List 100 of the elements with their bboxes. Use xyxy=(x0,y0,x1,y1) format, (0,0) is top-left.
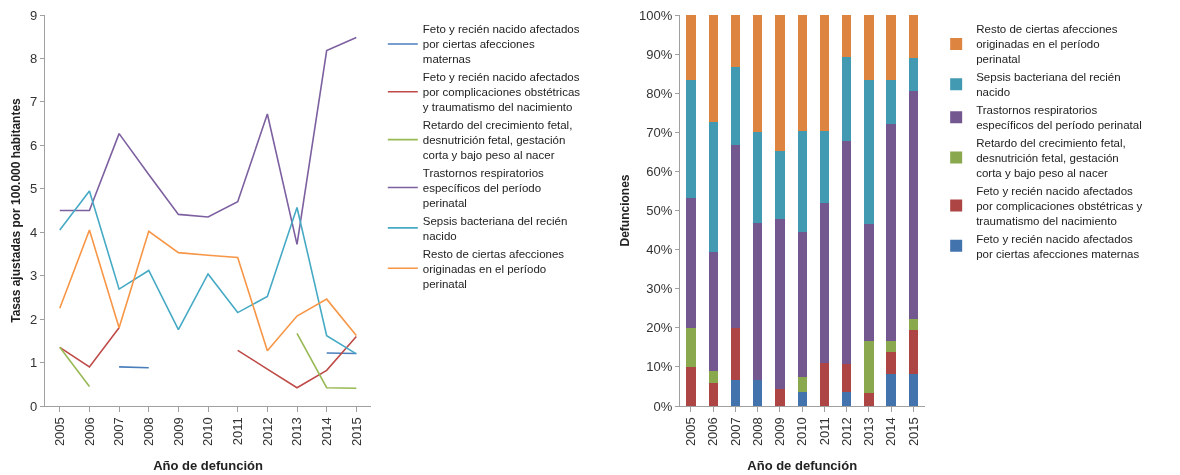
bar xyxy=(686,366,696,406)
bar xyxy=(819,362,830,406)
legend-label: Sepsis bacteriana del recién nacido xyxy=(422,214,568,242)
bar xyxy=(886,373,896,406)
bar xyxy=(908,90,919,320)
bar xyxy=(753,15,763,133)
y-tick-label: 5 xyxy=(30,181,38,197)
x-axis-title: Año de defunción xyxy=(153,457,263,473)
y-tick-label: 10% xyxy=(646,359,673,375)
bar xyxy=(797,232,807,378)
x-tick-label: 2006 xyxy=(705,417,721,447)
bar xyxy=(819,131,830,204)
bar xyxy=(864,341,874,394)
bar xyxy=(775,151,785,220)
bar xyxy=(753,223,763,380)
legend-label: Trastornos respiratorios específicos del período perinatal xyxy=(422,167,545,209)
bar xyxy=(842,57,852,141)
bar xyxy=(686,80,696,198)
x-tick-label: 2007 xyxy=(111,417,127,447)
y-tick-label: 1 xyxy=(30,355,38,371)
line-series xyxy=(58,36,358,246)
bar xyxy=(686,197,696,328)
bar xyxy=(797,377,807,392)
y-tick-label: 0 xyxy=(30,398,38,414)
y-tick-label: 20% xyxy=(646,320,673,336)
bar xyxy=(708,370,718,383)
bar xyxy=(886,15,896,81)
bar xyxy=(708,382,718,406)
line-series xyxy=(58,229,358,352)
bar xyxy=(842,15,852,58)
x-tick-label: 2005 xyxy=(683,417,699,447)
x-tick-label: 2012 xyxy=(838,417,854,447)
x-tick-label: 2010 xyxy=(794,417,810,447)
x-tick-label: 2014 xyxy=(883,417,899,447)
x-tick-label: 2009 xyxy=(170,417,186,447)
bar xyxy=(708,251,718,371)
line-series xyxy=(58,190,358,355)
x-tick-label: 2012 xyxy=(259,417,275,447)
y-tick-label: 60% xyxy=(646,163,673,179)
y-tick-label: 70% xyxy=(646,124,673,140)
x-tick-label: 2013 xyxy=(289,417,305,447)
legend-label: Resto de ciertas afecciones originadas en el período perinatal xyxy=(976,23,1118,66)
legend-label: Feto y recién nacido afectados por complicaciones obstétricas y traumatismo del nacimiento xyxy=(976,184,1143,227)
bar xyxy=(753,132,763,224)
x-tick-label: 2009 xyxy=(772,417,788,447)
bar xyxy=(886,351,896,374)
y-tick-label: 40% xyxy=(646,242,673,258)
y-tick-label: 8 xyxy=(30,50,38,66)
bar xyxy=(908,373,919,406)
y-tick-label: 100% xyxy=(639,7,673,23)
bar xyxy=(775,389,785,406)
x-tick-label: 2005 xyxy=(52,417,67,447)
y-tick-label: 30% xyxy=(646,281,673,297)
y-tick-label: 0% xyxy=(653,398,673,414)
x-tick-label: 2011 xyxy=(229,417,245,446)
bar xyxy=(819,15,830,132)
bar xyxy=(886,340,896,352)
bar xyxy=(864,223,874,342)
x-tick-label: 2013 xyxy=(861,417,877,447)
bar xyxy=(797,15,807,132)
bar xyxy=(886,123,896,341)
x-tick-label: 2008 xyxy=(749,417,765,447)
x-tick-label: 2007 xyxy=(727,417,743,447)
bar xyxy=(686,15,696,81)
bar xyxy=(730,67,741,146)
y-tick-label: 2 xyxy=(30,311,38,327)
bar xyxy=(864,15,874,81)
legend-label: Feto y recién nacido afectados por ciertas afecciones maternas xyxy=(976,232,1140,260)
bar xyxy=(730,379,741,406)
bar xyxy=(753,379,763,406)
y-tick-label: 7 xyxy=(30,94,38,110)
legend-label: Trastornos respiratorios específicos del período perinatal xyxy=(976,104,1142,132)
bar xyxy=(730,327,741,380)
legend-label: Feto y recién nacido afectados por complicaciones obstétricas y traumatismo del nacimiento xyxy=(422,71,581,114)
legend-label: Sepsis bacteriana del recién nacido xyxy=(976,71,1121,99)
x-tick-label: 2015 xyxy=(348,417,364,447)
bar xyxy=(708,121,718,252)
x-tick-label: 2010 xyxy=(200,417,216,447)
x-tick-label: 2008 xyxy=(140,417,156,447)
bar xyxy=(908,58,919,91)
bar xyxy=(708,15,718,122)
x-tick-label: 2011 xyxy=(816,417,832,446)
x-axis-title: Año de defunción xyxy=(747,457,858,473)
legend-label: Resto de ciertas afecciones originadas en el período perinatal xyxy=(422,247,565,290)
y-tick-label: 6 xyxy=(30,137,38,153)
bar xyxy=(908,15,919,59)
y-tick-label: 50% xyxy=(646,203,673,219)
bar xyxy=(842,391,852,406)
x-tick-label: 2015 xyxy=(905,417,921,447)
bar xyxy=(908,330,919,374)
bar xyxy=(908,319,919,331)
y-axis-title: Defunciones xyxy=(618,174,633,247)
bar xyxy=(775,219,785,390)
y-tick-label: 4 xyxy=(30,224,38,240)
legend-label: Retardo del crecimiento fetal, desnutrición fetal, gestación corta y bajo peso al nacer xyxy=(422,119,573,162)
legend-label: Retardo del crecimiento fetal, desnutrición fetal, gestación corta y bajo peso al nacer xyxy=(976,137,1126,180)
bar xyxy=(886,80,896,124)
y-tick-label: 80% xyxy=(646,85,673,101)
bar xyxy=(864,80,874,224)
bar xyxy=(842,364,852,392)
